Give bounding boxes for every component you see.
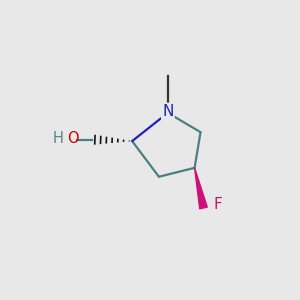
Polygon shape <box>195 168 207 209</box>
Text: H: H <box>52 130 63 146</box>
Text: F: F <box>214 197 223 212</box>
Text: N: N <box>162 104 173 119</box>
Text: O: O <box>67 130 79 146</box>
